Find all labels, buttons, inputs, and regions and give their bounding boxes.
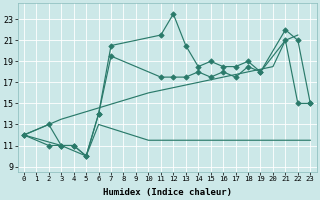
X-axis label: Humidex (Indice chaleur): Humidex (Indice chaleur) bbox=[103, 188, 232, 197]
